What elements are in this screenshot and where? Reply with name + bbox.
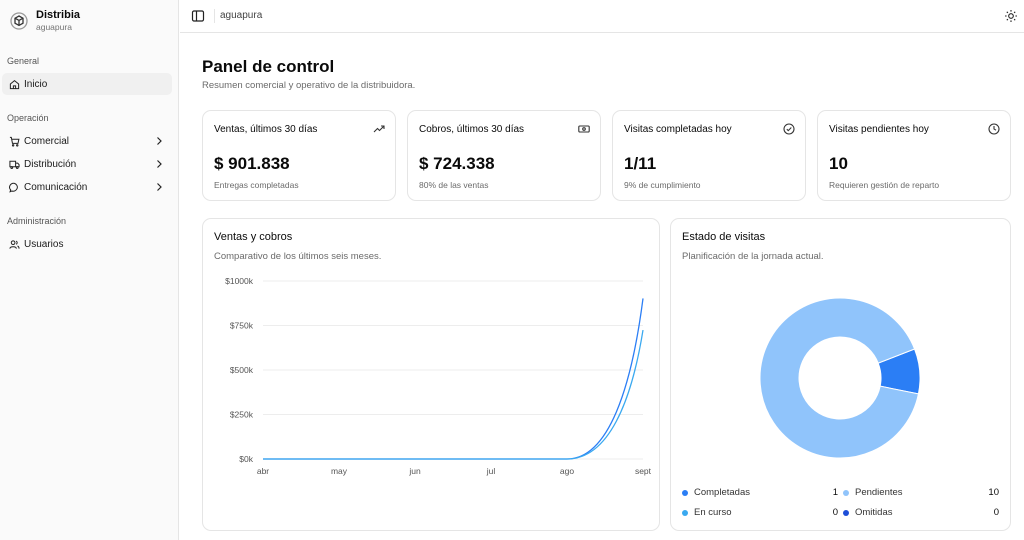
brand-name: Distribia: [36, 9, 81, 21]
page-title: Panel de control: [202, 57, 335, 76]
legend-label: Omitidas: [855, 507, 893, 518]
stat-value: $ 901.838: [214, 154, 290, 173]
home-icon: [8, 78, 20, 90]
stat-value: $ 724.338: [419, 154, 495, 173]
x-tick-label: may: [331, 466, 348, 476]
line-chart[interactable]: $0k $250k $500k $750k $1000k abr may jun jul ago s…: [203, 267, 659, 497]
truck-icon: [8, 158, 20, 170]
y-tick-label: $500k: [230, 365, 254, 375]
sun-icon[interactable]: [1004, 9, 1018, 23]
group-label-general: General: [7, 56, 40, 66]
series-line-1: [263, 329, 644, 460]
legend-value: 10: [988, 487, 999, 498]
stat-title: Ventas, últimos 30 días: [214, 124, 318, 135]
group-label-operacion: Operación: [7, 113, 49, 123]
series-line-0: [263, 298, 644, 460]
stat-title: Visitas completadas hoy: [624, 124, 732, 135]
legend-label: Completadas: [694, 487, 750, 498]
panel-subtitle: Planificación de la jornada actual.: [682, 251, 824, 262]
stat-value: 10: [829, 154, 848, 173]
legend-dot: [843, 489, 849, 496]
sidebar-item-comunicacion[interactable]: Comunicación: [2, 176, 172, 198]
y-tick-label: $1000k: [225, 276, 254, 286]
box-logo-icon: [8, 10, 30, 32]
breadcrumb[interactable]: aguapura: [220, 10, 263, 21]
chat-icon: [8, 181, 20, 193]
sidebar-item-distribucion[interactable]: Distribución: [2, 153, 172, 175]
legend-item-completadas: Completadas: [682, 487, 750, 498]
sidebar-item-comercial[interactable]: Comercial: [2, 130, 172, 152]
page-subtitle: Resumen comercial y operativo de la dist…: [202, 80, 416, 91]
stat-card-cobros: Cobros, últimos 30 días $ 724.338 80% de…: [407, 110, 601, 201]
legend-item-en-curso: En curso: [682, 507, 732, 518]
check-circle-icon: [783, 123, 795, 135]
stat-note: Entregas completadas: [214, 180, 299, 190]
y-tick-label: $0k: [239, 454, 253, 464]
chevron-right-icon: [157, 160, 162, 168]
legend-item-omitidas: Omitidas: [843, 507, 892, 518]
sidebar-item-inicio[interactable]: Inicio: [2, 73, 172, 95]
brand[interactable]: Distribia aguapura: [8, 7, 172, 35]
legend-dot: [682, 509, 688, 516]
top-bar: aguapura: [180, 0, 1024, 33]
donut-chart[interactable]: [671, 271, 1010, 491]
legend-item-pendientes: Pendientes: [843, 487, 903, 498]
x-tick-label: jun: [408, 466, 421, 476]
legend-dot: [843, 509, 849, 516]
sidebar: Distribia aguapura General Inicio Operac…: [0, 0, 179, 540]
stat-note: Requieren gestión de reparto: [829, 180, 940, 190]
panel-subtitle: Comparativo de los últimos seis meses.: [214, 251, 382, 262]
stat-note: 9% de cumplimiento: [624, 180, 701, 190]
stat-card-ventas: Ventas, últimos 30 días $ 901.838 Entreg…: [202, 110, 396, 201]
x-tick-label: jul: [486, 466, 496, 476]
legend-label: Pendientes: [855, 487, 903, 498]
brand-subtitle: aguapura: [36, 22, 72, 32]
cart-icon: [8, 135, 20, 147]
donut-slice-pendientes: [759, 297, 919, 459]
users-icon: [8, 238, 20, 250]
sidebar-item-label: Distribución: [24, 158, 77, 170]
clock-icon: [988, 123, 1000, 135]
stat-note: 80% de las ventas: [419, 180, 489, 190]
y-tick-label: $750k: [230, 321, 254, 331]
sidebar-item-label: Usuarios: [24, 238, 64, 250]
x-tick-label: abr: [257, 466, 269, 476]
legend-dot: [682, 489, 688, 496]
y-tick-label: $250k: [230, 410, 254, 420]
x-tick-label: sept: [635, 466, 652, 476]
sidebar-toggle-icon[interactable]: [191, 9, 205, 23]
group-label-administracion: Administración: [7, 216, 67, 226]
stat-card-visitas-pendientes: Visitas pendientes hoy 10 Requieren gest…: [817, 110, 1011, 201]
sidebar-item-label: Inicio: [24, 78, 48, 90]
sidebar-item-label: Comercial: [24, 135, 70, 147]
panel-title: Ventas y cobros: [214, 231, 293, 243]
legend-value: 1: [832, 487, 838, 498]
legend-value: 0: [993, 507, 999, 518]
banknote-icon: [578, 125, 590, 133]
stat-title: Cobros, últimos 30 días: [419, 124, 525, 135]
stat-card-visitas-completadas: Visitas completadas hoy 1/11 9% de cumpl…: [612, 110, 806, 201]
breadcrumb-separator: [214, 9, 215, 23]
legend-value: 0: [832, 507, 838, 518]
stat-value: 1/11: [624, 154, 657, 173]
stat-title: Visitas pendientes hoy: [829, 124, 929, 135]
x-tick-label: ago: [560, 466, 574, 476]
legend-label: En curso: [694, 507, 732, 518]
panel-title: Estado de visitas: [682, 231, 766, 243]
trending-up-icon: [373, 125, 385, 133]
sidebar-item-label: Comunicación: [24, 181, 88, 193]
chevron-right-icon: [157, 137, 162, 145]
sidebar-item-usuarios[interactable]: Usuarios: [2, 233, 172, 255]
chevron-right-icon: [157, 183, 162, 191]
visits-chart-card: Estado de visitas Planificación de la jo…: [670, 218, 1011, 531]
sales-chart-card: Ventas y cobros Comparativo de los últim…: [202, 218, 660, 531]
